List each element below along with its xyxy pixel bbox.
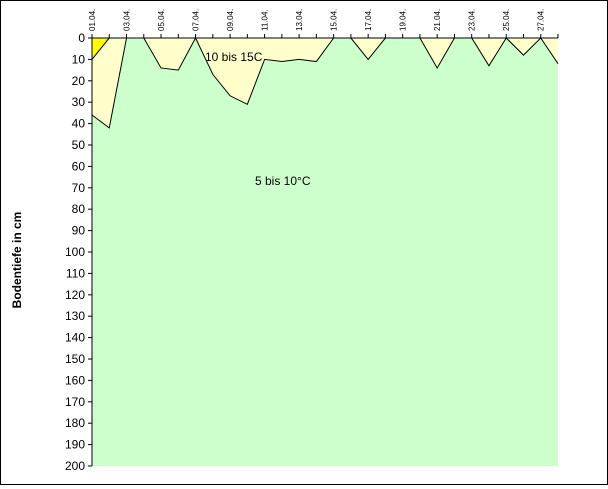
- y-tick-label: 80: [72, 202, 86, 216]
- x-tick-label: 09.04.: [226, 9, 235, 31]
- y-tick-label: 100: [65, 245, 85, 259]
- zone-area-5-10: [92, 38, 558, 466]
- y-axis-label: Bodentiefe in cm: [10, 212, 24, 309]
- y-tick-label: 200: [65, 459, 85, 473]
- zone-label-5-10: 5 bis 10°C: [255, 174, 311, 188]
- y-tick-label: 20: [72, 74, 86, 88]
- y-tick-label: 140: [65, 331, 85, 345]
- x-tick-label: 23.04.: [468, 9, 477, 31]
- x-tick-label: 13.04.: [295, 9, 304, 31]
- zone-area-10-15: [92, 38, 558, 128]
- y-tick-label: 150: [65, 352, 85, 366]
- y-tick-label: 110: [66, 266, 85, 280]
- y-tick-label: 40: [72, 117, 86, 131]
- y-tick-label: 170: [65, 395, 85, 409]
- y-tick-label: 10: [72, 52, 86, 66]
- x-tick-label: 25.04.: [502, 9, 511, 31]
- zones: [91, 36, 559, 129]
- y-tick-label: 190: [65, 438, 85, 452]
- y-tick-label: 0: [78, 31, 85, 45]
- zone-label-10-15: 10 bis 15C: [205, 50, 263, 64]
- y-tick-label: 90: [72, 224, 86, 238]
- y-tick-label: 60: [72, 159, 86, 173]
- plot-area: [92, 38, 558, 466]
- y-tick-label: 160: [65, 373, 85, 387]
- y-tick-label: 30: [72, 95, 86, 109]
- y-tick-label: 50: [72, 138, 86, 152]
- x-tick-label: 07.04.: [192, 9, 201, 31]
- y-tick-label: 130: [65, 309, 85, 323]
- x-tick-label: 03.04.: [123, 9, 132, 31]
- zone-boundary-10-15: [91, 36, 559, 129]
- x-tick-label: 19.04.: [399, 9, 408, 31]
- x-tick-label: 05.04.: [157, 9, 166, 31]
- x-tick-label: 21.04.: [433, 9, 442, 31]
- y-tick-labels: 0 10 20 30 40 50 60 70 80 90 100 110 120 130 140 150 160…: [65, 31, 92, 473]
- x-tick-label: 01.04.: [88, 9, 97, 31]
- y-tick-label: 120: [65, 288, 85, 302]
- x-tick-label: 17.04.: [364, 9, 373, 31]
- x-tick-label: 15.04.: [330, 9, 339, 31]
- x-tick-label: 27.04.: [537, 9, 546, 31]
- x-tick-labels: 01.04. 03.04. 05.04. 07.04. 09.04. 11.04. 13.0…: [88, 9, 559, 38]
- y-tick-label: 70: [72, 181, 86, 195]
- x-tick-label: 11.04.: [261, 9, 270, 31]
- y-tick-label: 180: [65, 416, 85, 430]
